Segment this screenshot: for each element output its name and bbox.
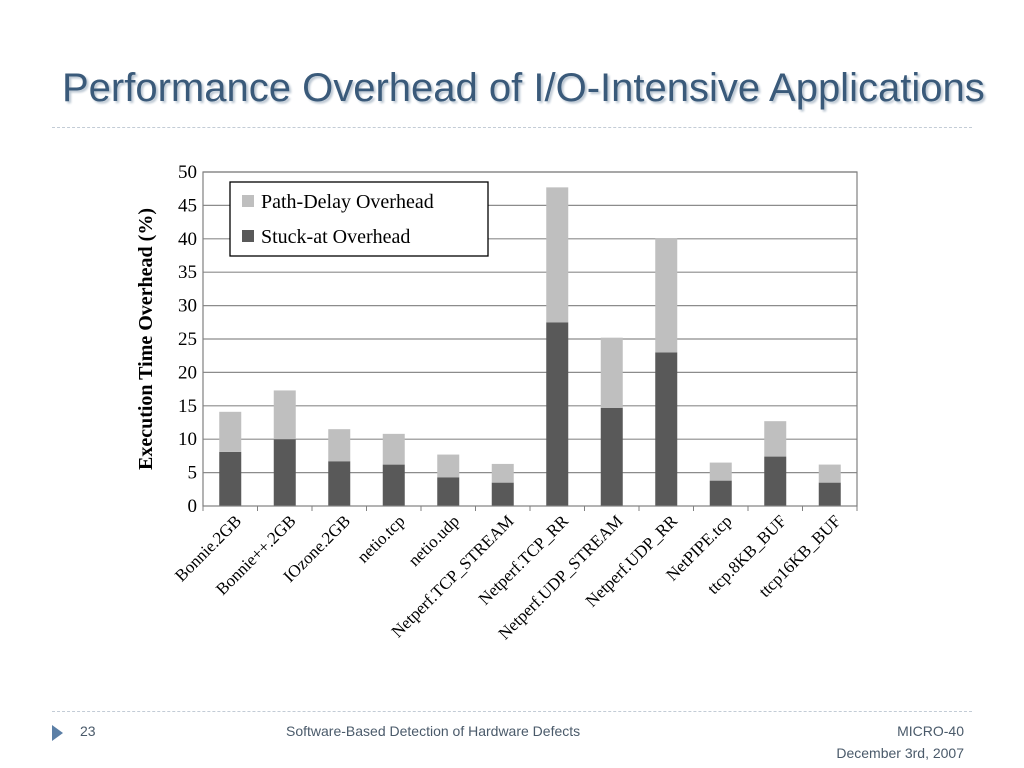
- legend-swatch: [242, 230, 254, 242]
- y-tick-label: 30: [178, 296, 197, 317]
- y-tick-label: 0: [188, 496, 198, 517]
- bar-segment: [437, 477, 460, 506]
- plot-area-border: [202, 171, 858, 507]
- bar-segment: [219, 411, 242, 452]
- bar-segment: [655, 238, 678, 353]
- y-tick-label: 5: [188, 463, 198, 484]
- footer-title: Software-Based Detection of Hardware Def…: [286, 723, 581, 739]
- y-tick-label: 15: [178, 396, 197, 417]
- bar-segment: [600, 407, 623, 506]
- legend-box: [229, 181, 489, 257]
- y-tick-label: 50: [178, 162, 197, 183]
- legend-swatch: [242, 195, 254, 207]
- title-divider: [52, 127, 972, 128]
- bar-segment: [818, 464, 841, 483]
- footer-divider: [52, 711, 972, 712]
- slide-number: 23: [80, 723, 96, 739]
- bar-segment: [273, 439, 296, 506]
- y-tick-label: 35: [178, 262, 197, 283]
- y-tick-label: 20: [178, 362, 197, 383]
- x-tick-label: Netperf.UDP_RR: [582, 511, 682, 611]
- bar-segment: [709, 462, 732, 481]
- bar-segment: [764, 456, 787, 506]
- y-tick-label: 25: [178, 329, 197, 350]
- bar-segment: [328, 429, 351, 462]
- y-axis-label: Execution Time Overhead (%): [135, 208, 157, 470]
- bar-segment: [491, 463, 514, 483]
- footer-conference: MICRO-40: [897, 723, 964, 739]
- slide-title: Performance Overhead of I/O-Intensive Ap…: [62, 66, 985, 110]
- bar-segment: [709, 480, 732, 506]
- bar-segment: [382, 464, 405, 506]
- footer-arrow-icon: [52, 725, 63, 741]
- bar-segment: [382, 433, 405, 465]
- bar-segment: [655, 352, 678, 506]
- bar-segment: [273, 390, 296, 440]
- bar-segment: [818, 482, 841, 506]
- footer-date: December 3rd, 2007: [836, 745, 964, 761]
- bar-segment: [328, 461, 351, 506]
- bar-segment: [491, 482, 514, 506]
- x-tick-label: netio.tcp: [353, 511, 408, 566]
- bar-segment: [437, 454, 460, 478]
- legend-label: Path-Delay Overhead: [261, 191, 434, 213]
- legend-label: Stuck-at Overhead: [261, 226, 410, 248]
- bar-segment: [219, 451, 242, 506]
- bar-segment: [546, 187, 569, 323]
- bar-segment: [600, 337, 623, 408]
- bar-segment: [546, 322, 569, 506]
- y-tick-label: 40: [178, 229, 197, 250]
- y-tick-label: 10: [178, 429, 197, 450]
- bar-segment: [764, 421, 787, 457]
- y-tick-label: 45: [178, 195, 197, 216]
